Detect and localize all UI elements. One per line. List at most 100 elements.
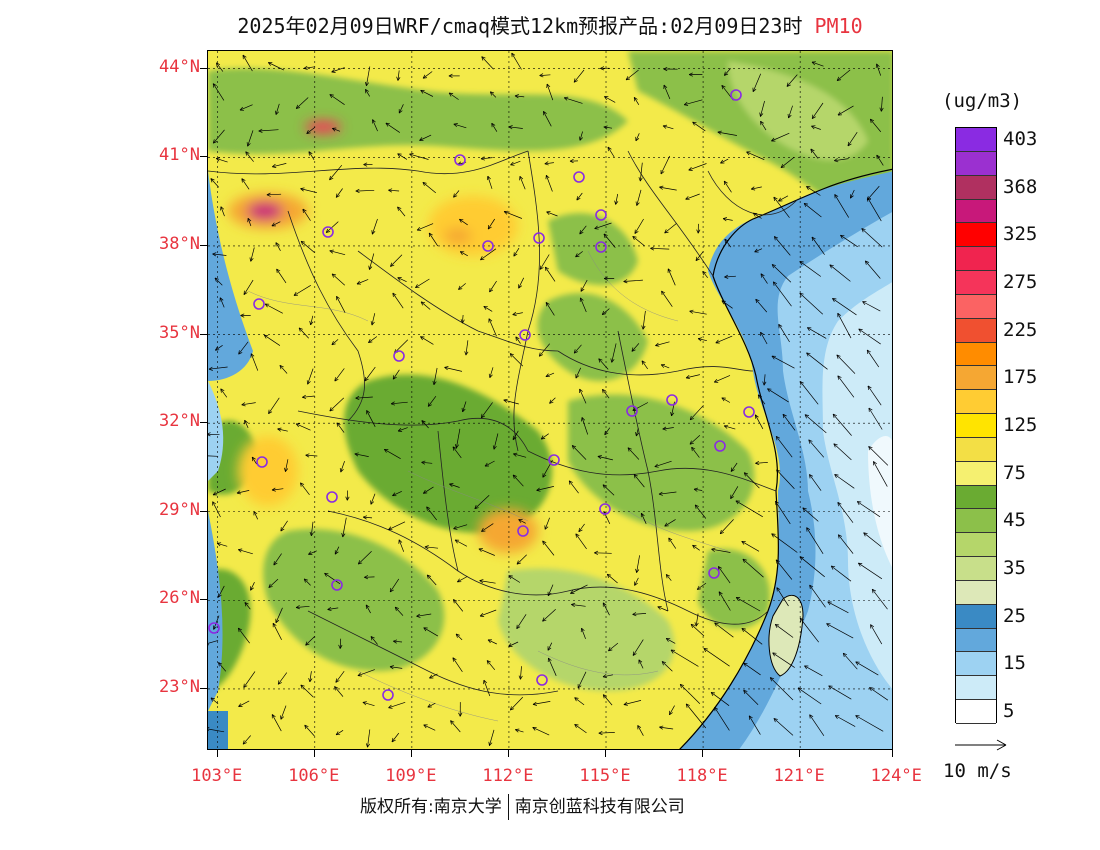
wind-arrow [774, 623, 794, 638]
lat-tick [200, 599, 207, 601]
city-marker [595, 241, 607, 253]
city-marker [599, 503, 611, 515]
wind-arrow [364, 366, 376, 382]
wind-arrow [512, 430, 519, 441]
wind-arrow [422, 71, 433, 79]
wind-arrow [212, 129, 225, 144]
wind-arrow [276, 268, 287, 284]
wind-arrow [428, 232, 439, 247]
wind-arrow [309, 521, 314, 536]
wind-arrow [669, 705, 675, 716]
wind-arrow [754, 248, 763, 253]
wind-arrow [538, 343, 550, 357]
wind-arrow [802, 507, 819, 522]
city-marker [331, 579, 343, 591]
wind-arrow [216, 542, 228, 547]
wind-arrow [604, 96, 616, 103]
wind-arrow [575, 533, 587, 550]
wind-arrow [480, 248, 497, 261]
wind-arrow [743, 472, 760, 489]
legend-label: 403 [1003, 127, 1038, 150]
wind-arrow [217, 585, 225, 598]
wind-arrow [703, 648, 730, 667]
wind-arrow [449, 483, 460, 488]
wind-arrow [427, 395, 437, 407]
wind-arrow [606, 573, 618, 584]
wind-arrow [309, 315, 314, 326]
wind-arrow [696, 582, 707, 590]
wind-arrow [847, 132, 858, 147]
wind-arrow [574, 723, 587, 734]
lon-tick [605, 750, 606, 757]
wind-arrow [452, 446, 462, 459]
wind-arrow [754, 414, 764, 430]
legend-swatch [956, 151, 996, 176]
wind-arrow [453, 123, 467, 129]
wind-arrow [580, 627, 586, 640]
wind-arrow [208, 432, 220, 437]
city-markers [208, 89, 755, 701]
lon-label: 118°E [676, 766, 728, 786]
wind-arrow [513, 247, 520, 257]
wind-arrow [512, 474, 524, 487]
wind-arrow [769, 677, 794, 701]
lat-tick [200, 422, 207, 424]
wind-arrow [516, 614, 527, 630]
wind-arrow [454, 428, 461, 449]
legend-swatch [956, 604, 996, 629]
wind-arrow [637, 725, 644, 736]
wind-arrow [272, 163, 287, 168]
wind-arrow [335, 730, 344, 736]
lon-label: 115°E [579, 766, 631, 786]
lon-tick [507, 750, 509, 757]
wind-arrow [571, 445, 587, 460]
legend-label: 15 [1003, 652, 1026, 675]
wind-arrow [354, 452, 369, 457]
wind-arrow [370, 636, 378, 645]
wind-arrow [532, 726, 550, 736]
city-marker [253, 298, 265, 310]
wind-arrow [488, 367, 494, 378]
wind-arrow [334, 686, 344, 697]
wind-arrow [664, 223, 677, 234]
wind-arrow [659, 725, 674, 730]
wind-arrow [335, 670, 345, 683]
pollutant-variable: PM10 [814, 14, 863, 38]
wind-arrow [295, 605, 310, 610]
wind-arrow [665, 574, 672, 581]
high-concentration-areas [228, 121, 538, 553]
wind-arrow [266, 192, 282, 197]
city-marker [519, 329, 531, 341]
legend-swatch [956, 247, 996, 272]
wind-arrow [324, 572, 341, 585]
wind-arrow [773, 236, 791, 256]
wind-arrow [208, 727, 225, 733]
wind-arrow [385, 122, 400, 133]
wind-arrow [602, 694, 613, 706]
city-marker [595, 209, 607, 221]
wind-arrow [634, 577, 639, 586]
wind-arrow [640, 512, 647, 524]
wind-arrow [695, 250, 704, 262]
lon-label: 106°E [288, 766, 340, 786]
wind-arrow [575, 367, 582, 379]
wind-arrow [760, 273, 768, 284]
legend-swatch [956, 342, 996, 367]
wind-arrow [336, 296, 346, 313]
wind-arrow [210, 697, 219, 705]
wind-arrow [366, 410, 376, 427]
legend-label: 125 [1003, 414, 1038, 436]
wind-arrow [293, 285, 311, 296]
wind-arrow [253, 511, 259, 520]
wind-arrow [536, 486, 554, 492]
wind-arrow [238, 341, 249, 355]
wind-arrow [689, 309, 707, 315]
wind-arrow [214, 345, 223, 351]
wind-arrow [389, 665, 403, 670]
wind-arrow [459, 218, 468, 226]
lat-tick [200, 67, 207, 69]
wind-arrow [809, 474, 822, 491]
wind-arrow [258, 128, 279, 133]
legend-swatch [956, 485, 996, 510]
wind-arrow [302, 208, 311, 221]
